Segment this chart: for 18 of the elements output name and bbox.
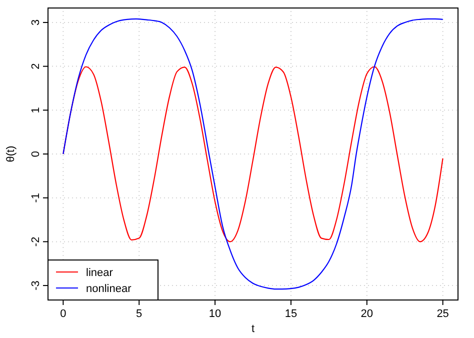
y-tick-label: 3 <box>30 19 42 26</box>
line-series <box>62 66 444 242</box>
y-tick-label: -2 <box>30 236 42 247</box>
legend-label: linear <box>86 267 114 279</box>
y-tick-label: 2 <box>30 63 42 70</box>
y-tick-label: -3 <box>30 280 42 290</box>
x-tick-label: 0 <box>60 308 66 320</box>
x-tick-label: 25 <box>436 308 449 320</box>
x-axis-title: t <box>251 323 255 335</box>
x-tick-label: 15 <box>284 308 298 320</box>
y-axis-title: θ(t) <box>5 146 17 162</box>
x-tick-label: 5 <box>136 308 142 320</box>
x-tick-label: 20 <box>360 308 374 320</box>
y-tick-label: -1 <box>30 192 42 203</box>
x-tick-label: 10 <box>208 308 222 320</box>
y-tick-label: 1 <box>30 107 42 114</box>
y-tick-label: 0 <box>30 150 42 158</box>
legend-label: nonlinear <box>86 283 132 295</box>
